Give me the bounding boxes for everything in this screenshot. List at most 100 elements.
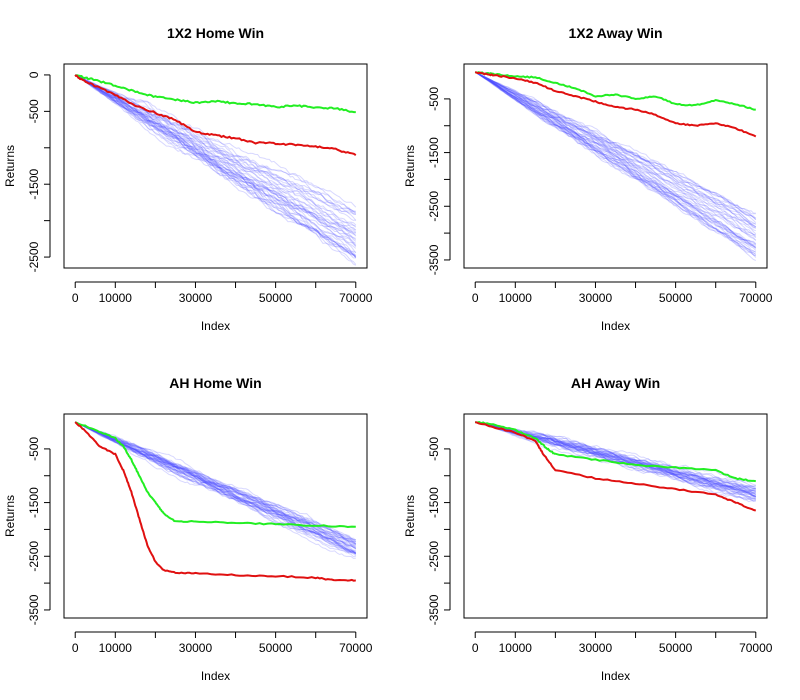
random-path-23 <box>474 71 756 261</box>
x-axis-label: Index <box>601 669 630 683</box>
random-path-5 <box>74 421 356 558</box>
random-path-19 <box>75 421 357 545</box>
x-tick-label: 0 <box>72 641 79 655</box>
random-path-21 <box>474 71 757 241</box>
y-axis-label: Returns <box>403 495 417 537</box>
random-path-15 <box>75 421 357 542</box>
plot-data <box>74 421 357 582</box>
random-path-29 <box>474 71 756 215</box>
y-tick-label: -1500 <box>27 169 41 200</box>
random-path-2 <box>75 421 357 555</box>
random-path-17 <box>74 74 357 257</box>
random-path-18 <box>74 74 357 242</box>
random-path-15 <box>474 71 757 241</box>
random-path-6 <box>474 71 757 258</box>
random-path-34 <box>474 71 757 226</box>
random-path-12 <box>474 71 757 249</box>
series-red-line <box>474 421 757 512</box>
random-path-22 <box>75 421 357 549</box>
x-tick-label: 50000 <box>659 291 693 305</box>
random-path-15 <box>74 74 356 234</box>
y-tick-label: -3500 <box>427 594 441 625</box>
y-tick-label: -2500 <box>27 541 41 572</box>
random-path-5 <box>474 71 757 245</box>
random-path-10 <box>474 71 757 229</box>
random-path-40 <box>75 421 356 541</box>
random-path-28 <box>75 421 357 550</box>
random-path-14 <box>474 71 756 236</box>
random-path-28 <box>474 71 757 256</box>
plot-frame <box>463 413 768 619</box>
x-tick-label: 30000 <box>579 641 613 655</box>
random-path-21 <box>74 74 357 257</box>
random-path-7 <box>474 71 757 219</box>
random-path-30 <box>74 74 356 227</box>
x-tick-label: 0 <box>72 291 79 305</box>
panel-3: AH Home Win 0 10000 30000 50000 70000 -500 -150… <box>3 375 373 683</box>
random-path-35 <box>74 74 356 253</box>
random-path-9 <box>74 74 357 231</box>
y-tick-label: -1500 <box>27 487 41 518</box>
x-axis-label: Index <box>201 319 230 333</box>
y-tick-label: -3500 <box>27 594 41 625</box>
random-path-32 <box>74 74 356 221</box>
chart-title: 1X2 Home Win <box>167 25 264 41</box>
random-path-3 <box>474 71 757 219</box>
x-tick-label: 0 <box>472 641 479 655</box>
random-path-29 <box>74 74 357 258</box>
y-tick-label: 0 <box>27 71 41 78</box>
x-tick-label: 50000 <box>259 641 293 655</box>
series-green-line <box>475 421 756 483</box>
random-path-19 <box>74 74 357 246</box>
random-path-37 <box>474 71 757 257</box>
y-axis-label: Returns <box>3 145 17 187</box>
random-path-19 <box>474 71 757 228</box>
random-path-34 <box>75 421 356 542</box>
random-path-24 <box>475 421 756 490</box>
random-path-7 <box>475 421 756 488</box>
random-path-39 <box>474 71 757 246</box>
x-tick-label: 0 <box>472 291 479 305</box>
random-path-8 <box>75 421 357 545</box>
y-tick-label: -2500 <box>27 241 41 272</box>
random-path-12 <box>75 421 357 548</box>
random-path-2 <box>474 71 757 228</box>
random-path-27 <box>474 71 757 255</box>
x-tick-label: 30000 <box>579 291 613 305</box>
random-path-14 <box>74 74 357 258</box>
random-path-40 <box>74 74 356 256</box>
series-green-line <box>74 421 356 529</box>
x-tick-label: 10000 <box>99 291 133 305</box>
series-green-line <box>474 71 756 111</box>
random-path-20 <box>74 74 357 259</box>
plot-data <box>74 74 357 266</box>
y-tick-label: -1500 <box>427 487 441 518</box>
random-path-28 <box>74 74 357 233</box>
random-path-25 <box>474 71 756 257</box>
random-path-24 <box>474 71 757 246</box>
plot-data <box>474 71 757 261</box>
panel-1: 1X2 Home Win 0 10000 30000 50000 70000 0 -500 -1… <box>3 25 373 333</box>
random-path-18 <box>474 71 756 232</box>
random-path-21 <box>75 421 357 544</box>
random-path-38 <box>474 71 757 249</box>
random-path-1 <box>74 421 357 549</box>
random-path-32 <box>474 71 757 245</box>
random-path-6 <box>75 421 357 547</box>
x-tick-label: 30000 <box>179 291 213 305</box>
y-tick-label: -500 <box>27 437 41 461</box>
random-path-5 <box>475 421 756 493</box>
random-path-25 <box>74 74 357 221</box>
random-path-1 <box>474 71 757 248</box>
random-path-11 <box>74 74 356 239</box>
random-path-26 <box>474 71 756 229</box>
random-path-12 <box>74 74 357 214</box>
random-path-31 <box>474 71 757 253</box>
random-path-11 <box>475 421 757 496</box>
plot-data <box>474 421 757 512</box>
plot-frame <box>63 413 368 619</box>
y-tick-label: -2500 <box>427 191 441 222</box>
random-path-31 <box>74 74 357 266</box>
random-path-17 <box>474 71 756 214</box>
